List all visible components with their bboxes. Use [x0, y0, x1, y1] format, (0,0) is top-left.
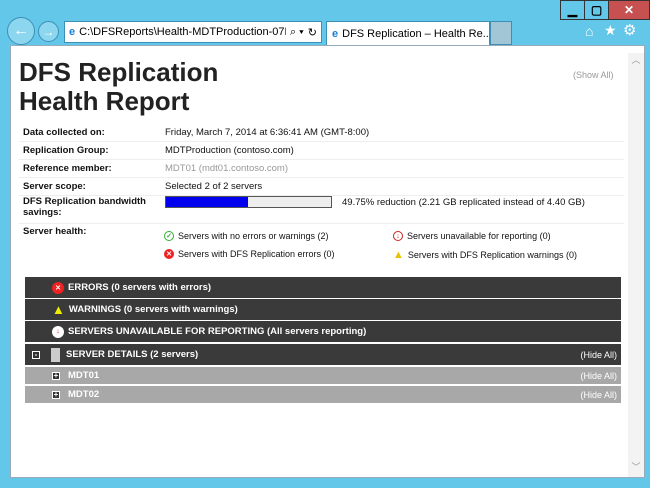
error-icon: ✕ [164, 249, 174, 259]
section-title: WARNINGS (0 servers with warnings) [68, 304, 238, 315]
bandwidth-progress-bar [165, 196, 332, 208]
ie-tab-icon: e [332, 27, 339, 40]
error-icon: ✕ [52, 281, 64, 294]
row-value: Selected 2 of 2 servers [165, 181, 263, 192]
progress-fill [166, 197, 249, 207]
health-text: Servers with DFS Replication errors (0) [178, 249, 335, 259]
server-name: MDT02 [68, 389, 100, 400]
new-tab-button[interactable] [490, 21, 512, 45]
info-row: DFS Replication bandwidth savings: 49.75%… [19, 196, 624, 224]
unavailable-icon: ↓ [393, 231, 403, 241]
page-content [10, 45, 645, 478]
ie-page-icon: e [69, 26, 76, 38]
hide-all-link[interactable]: (Hide All) [580, 389, 617, 400]
scroll-up-icon[interactable]: ︿ [631, 55, 641, 65]
scroll-down-icon[interactable]: ﹀ [631, 462, 641, 472]
address-bar[interactable]: e C:\DFSReports\Health-MDTProduction-07M… [64, 21, 322, 43]
back-button[interactable]: ← [7, 17, 35, 45]
show-all-link[interactable]: (Show All) [573, 70, 614, 80]
row-label: DFS Replication bandwidth savings: [23, 196, 146, 218]
health-unavailable: ↓ Servers unavailable for reporting (0) [393, 231, 551, 241]
health-errors: ✕ Servers with DFS Replication errors (0) [164, 249, 335, 259]
unavailable-icon: ↓ [52, 325, 64, 338]
favorites-icon[interactable]: ★ [604, 22, 617, 38]
health-text: Servers with DFS Replication warnings (0… [407, 250, 577, 260]
row-label: Server scope: [23, 181, 86, 192]
search-icon[interactable]: ⌕ ▾ [289, 25, 304, 38]
page-title: DFS Replication Health Report [19, 57, 219, 116]
server-name: MDT01 [68, 370, 100, 381]
minimize-button[interactable]: ▁ [560, 0, 585, 20]
health-text: Servers with no errors or warnings (2) [178, 231, 329, 241]
row-label: Server health: [23, 226, 87, 237]
row-label: Reference member: [23, 163, 112, 174]
maximize-button[interactable]: ▢ [584, 0, 609, 20]
section-title: ERRORS (0 servers with errors) [68, 282, 212, 293]
row-value: MDT01 (mdt01.contoso.com) [165, 163, 289, 174]
server-row[interactable]: + MDT01 (Hide All) [25, 367, 621, 384]
row-value: MDTProduction (contoso.com) [165, 145, 294, 156]
hide-all-link[interactable]: (Hide All) [580, 370, 617, 381]
health-ok: ✓ Servers with no errors or warnings (2) [164, 231, 329, 241]
tab-dfs-report[interactable]: e DFS Replication – Health Re... ✕ [326, 21, 505, 45]
section-title: SERVERS UNAVAILABLE FOR REPORTING (All s… [68, 326, 367, 337]
check-icon: ✓ [164, 231, 174, 241]
warning-icon: ▲ [52, 302, 65, 317]
server-row[interactable]: + MDT02 (Hide All) [25, 386, 621, 403]
vertical-scrollbar[interactable]: ︿ ﹀ [628, 53, 644, 477]
settings-gear-icon[interactable]: ⚙ [623, 22, 637, 39]
expand-icon[interactable]: + [52, 389, 60, 399]
home-icon[interactable]: ⌂ [585, 23, 594, 39]
errors-section[interactable]: ✕ ERRORS (0 servers with errors) [25, 277, 621, 298]
server-details-section[interactable]: - SERVER DETAILS (2 servers) (Hide All) [25, 344, 621, 365]
tab-title: DFS Replication – Health Re... [342, 27, 492, 40]
info-row: Reference member: MDT01 (mdt01.contoso.co… [19, 160, 624, 178]
row-value: Friday, March 7, 2014 at 6:36:41 AM (GMT… [165, 127, 370, 138]
section-title: SERVER DETAILS (2 servers) [66, 349, 199, 360]
refresh-icon[interactable]: ↻ [307, 26, 317, 39]
server-icon [51, 347, 60, 362]
hide-all-link[interactable]: (Hide All) [580, 349, 617, 360]
row-value: 49.75% reduction (2.21 GB replicated ins… [342, 197, 585, 208]
forward-button[interactable]: → [38, 21, 59, 42]
info-row: Server health: [19, 226, 624, 244]
collapse-icon[interactable]: - [32, 350, 40, 359]
health-text: Servers unavailable for reporting (0) [407, 231, 551, 241]
close-button[interactable]: ✕ [608, 0, 650, 20]
expand-icon[interactable]: + [52, 370, 60, 380]
address-text: C:\DFSReports\Health-MDTProduction-07M: [79, 26, 286, 38]
row-label: Data collected on: [23, 127, 105, 138]
warning-icon: ▲ [393, 249, 404, 261]
info-row: Replication Group: MDTProduction (contoso… [19, 142, 624, 160]
row-label: Replication Group: [23, 145, 109, 156]
warnings-section[interactable]: ▲ WARNINGS (0 servers with warnings) [25, 299, 621, 320]
unavailable-section[interactable]: ↓ SERVERS UNAVAILABLE FOR REPORTING (All … [25, 321, 621, 342]
info-row: Data collected on: Friday, March 7, 2014 … [19, 124, 624, 142]
info-row: Server scope: Selected 2 of 2 servers [19, 178, 624, 196]
health-warnings: ▲ Servers with DFS Replication warnings (… [393, 249, 577, 261]
